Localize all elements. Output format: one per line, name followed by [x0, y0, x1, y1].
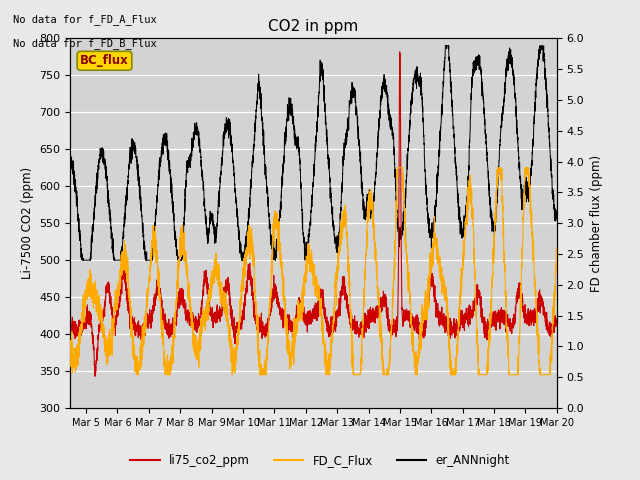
Text: No data for f_FD_A_Flux: No data for f_FD_A_Flux [13, 14, 157, 25]
Y-axis label: FD chamber flux (ppm): FD chamber flux (ppm) [590, 155, 603, 292]
Text: BC_flux: BC_flux [80, 54, 129, 67]
Y-axis label: Li-7500 CO2 (ppm): Li-7500 CO2 (ppm) [21, 167, 34, 279]
Text: No data for f_FD_B_Flux: No data for f_FD_B_Flux [13, 38, 157, 49]
Title: CO2 in ppm: CO2 in ppm [268, 20, 359, 35]
Legend: li75_co2_ppm, FD_C_Flux, er_ANNnight: li75_co2_ppm, FD_C_Flux, er_ANNnight [125, 449, 515, 472]
